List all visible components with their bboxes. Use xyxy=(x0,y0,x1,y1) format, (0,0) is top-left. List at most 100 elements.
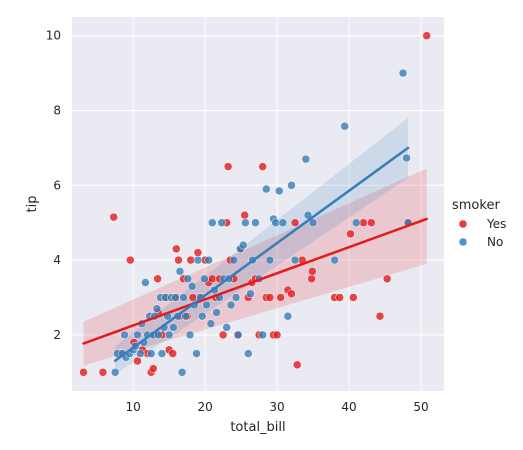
data-point-yes xyxy=(109,212,118,222)
data-point-yes xyxy=(349,293,358,302)
x-axis-label: total_bill xyxy=(230,420,285,435)
data-point-yes xyxy=(133,356,142,366)
y-tick-label: 2 xyxy=(53,328,61,342)
data-point-no xyxy=(233,330,243,340)
data-point-no xyxy=(241,218,250,227)
data-point-yes xyxy=(258,162,267,171)
data-point-yes xyxy=(149,364,158,373)
data-point-no xyxy=(187,282,197,291)
data-point-no xyxy=(308,218,318,227)
data-point-yes xyxy=(172,244,181,254)
data-point-no xyxy=(226,300,236,310)
data-point-yes xyxy=(168,349,177,358)
data-point-no xyxy=(164,330,174,340)
data-point-yes xyxy=(335,293,344,302)
data-point-no xyxy=(185,330,195,340)
data-point-no xyxy=(278,218,288,227)
data-point-no xyxy=(175,267,185,276)
data-point-yes xyxy=(265,293,275,302)
plot-background xyxy=(72,17,444,391)
data-point-no xyxy=(212,308,221,317)
data-point-yes xyxy=(382,274,392,284)
data-point-yes xyxy=(98,368,108,377)
regression-line-no xyxy=(113,146,410,362)
data-point-yes xyxy=(422,31,431,40)
data-point-no xyxy=(238,240,248,250)
data-point-no xyxy=(340,121,349,131)
data-point-no xyxy=(202,300,211,310)
data-point-no xyxy=(229,255,239,265)
data-point-yes xyxy=(276,293,285,302)
data-point-no xyxy=(204,255,213,265)
data-point-yes xyxy=(126,255,135,265)
data-point-yes xyxy=(240,210,249,220)
legend-marker-no xyxy=(458,237,468,247)
y-axis-label: tip xyxy=(25,196,40,213)
data-point-no xyxy=(177,368,187,377)
x-tick-label: 30 xyxy=(269,400,284,414)
data-point-yes xyxy=(208,274,217,284)
data-point-no xyxy=(141,278,150,287)
x-tick-label: 10 xyxy=(126,400,141,414)
data-point-no xyxy=(402,153,411,163)
data-point-no xyxy=(181,311,190,321)
regression-lines xyxy=(82,146,428,362)
data-point-yes xyxy=(223,162,233,171)
data-point-no xyxy=(265,255,275,265)
data-point-no xyxy=(154,330,163,340)
data-point-no xyxy=(208,218,217,227)
data-point-no xyxy=(301,154,311,164)
data-point-no xyxy=(217,218,226,227)
data-point-no xyxy=(192,349,201,358)
data-point-yes xyxy=(359,218,368,227)
data-point-no xyxy=(206,319,216,328)
data-point-no xyxy=(152,304,162,313)
data-point-no xyxy=(171,293,180,302)
data-point-no xyxy=(183,274,193,284)
legend-items: Yes No xyxy=(458,217,506,249)
data-point-yes xyxy=(79,368,88,377)
data-point-yes xyxy=(174,255,183,265)
data-point-no xyxy=(290,255,300,265)
x-tick-label: 20 xyxy=(197,400,212,414)
y-tick-labels: 2 4 6 8 10 xyxy=(46,29,61,342)
data-point-no xyxy=(398,68,408,78)
y-tick-label: 4 xyxy=(53,253,61,267)
legend: smoker Yes No xyxy=(452,198,506,249)
legend-label-yes: Yes xyxy=(486,217,506,231)
legend-marker-yes xyxy=(458,219,468,229)
data-point-yes xyxy=(272,330,282,340)
data-point-yes xyxy=(307,274,316,284)
data-point-no xyxy=(271,218,280,227)
data-point-yes xyxy=(292,360,302,370)
data-point-yes xyxy=(308,267,317,276)
data-point-no xyxy=(244,349,253,358)
data-point-no xyxy=(197,311,207,321)
data-point-no xyxy=(136,349,145,358)
data-point-yes xyxy=(218,330,228,340)
regression-line-yes xyxy=(82,217,428,345)
data-point-yes xyxy=(346,229,355,239)
data-point-yes xyxy=(367,218,376,227)
data-point-yes xyxy=(193,248,203,257)
y-tick-label: 8 xyxy=(53,104,61,118)
confidence-band-no xyxy=(115,117,409,375)
data-point-no xyxy=(283,311,293,321)
data-point-no xyxy=(330,255,339,265)
data-point-no xyxy=(157,349,167,358)
data-point-yes xyxy=(287,289,296,299)
y-tick-label: 6 xyxy=(53,178,61,192)
data-point-no xyxy=(222,323,231,332)
data-point-no xyxy=(287,181,296,190)
y-tick-label: 10 xyxy=(46,29,61,43)
data-point-no xyxy=(110,368,120,377)
x-tick-labels: 10 20 30 40 50 xyxy=(126,400,429,414)
data-point-yes xyxy=(186,255,195,265)
data-point-no xyxy=(274,186,284,196)
data-point-no xyxy=(231,293,241,302)
data-point-no xyxy=(193,255,203,265)
data-point-no xyxy=(169,323,178,332)
legend-label-no: No xyxy=(487,235,503,249)
data-point-no xyxy=(258,330,267,340)
